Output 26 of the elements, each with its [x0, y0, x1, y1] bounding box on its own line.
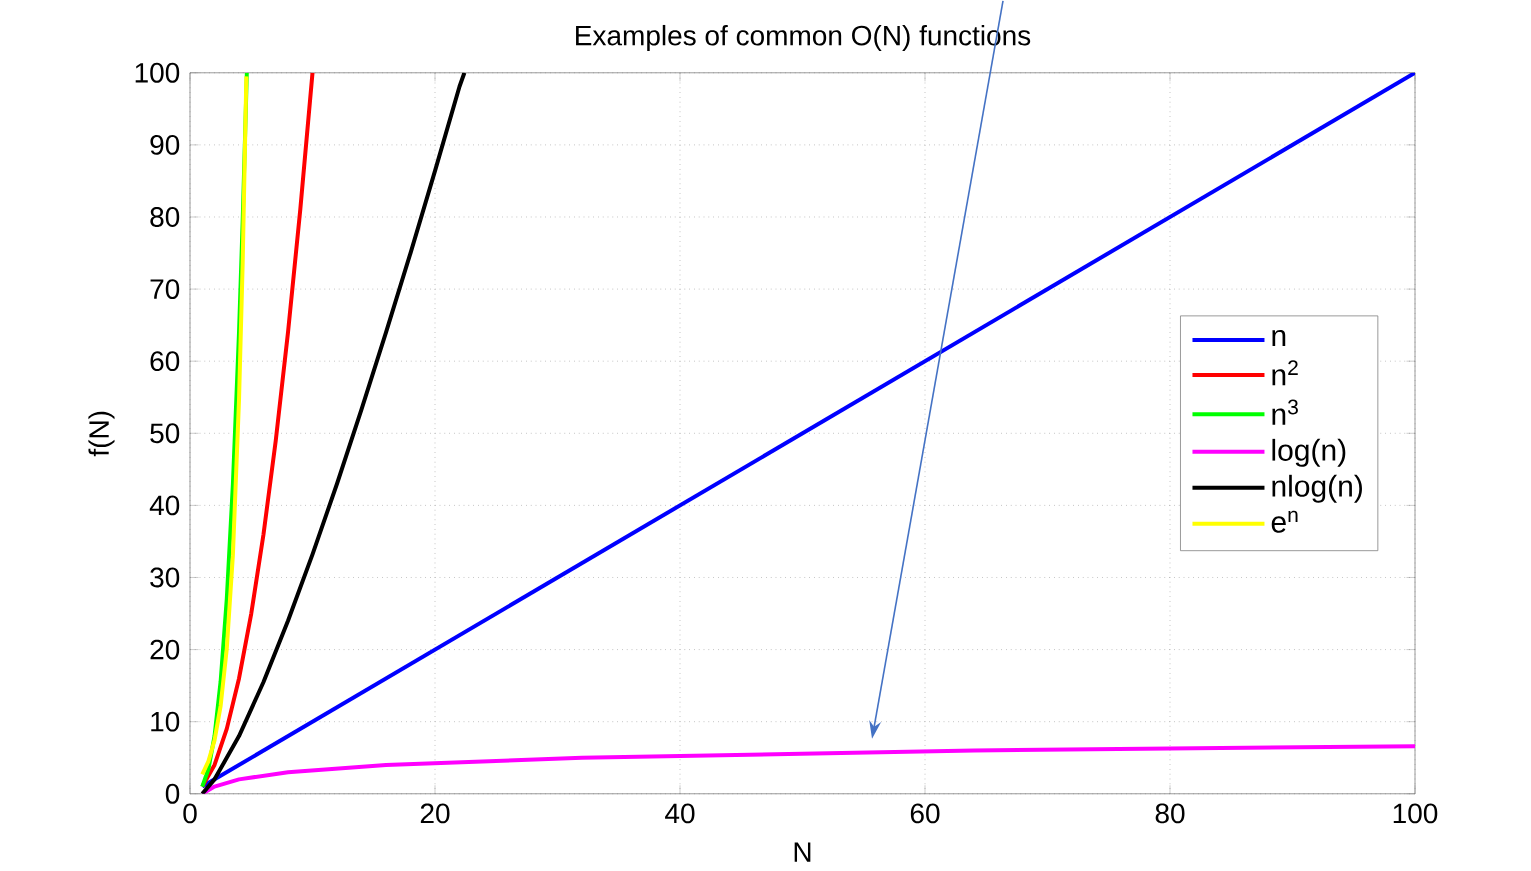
y-tick-label: 60 — [150, 351, 180, 372]
legend-label: n$^{3}$ — [1272, 399, 1298, 425]
y-tick-label: 50 — [150, 423, 180, 444]
y-tick-label: 100 — [135, 62, 180, 83]
x-tick-label: 100 — [1393, 803, 1438, 824]
x-tick-label: 0 — [183, 803, 197, 824]
y-tick-label: 40 — [149, 495, 180, 516]
y-axis-title: f(N) — [88, 411, 115, 457]
legend-label: e$^{n}$ — [1271, 510, 1298, 533]
y-tick-label: 80 — [150, 207, 180, 227]
x-tick-label: 40 — [665, 803, 695, 824]
legend-label: log(n) — [1272, 438, 1346, 467]
y-tick-label: 70 — [150, 279, 180, 300]
x-tick-label: 80 — [1155, 803, 1185, 824]
y-tick-label: 10 — [151, 711, 180, 732]
x-tick-label: 60 — [910, 803, 940, 824]
y-tick-label: 20 — [150, 639, 180, 660]
legend-label: n — [1272, 329, 1286, 347]
x-axis-title: N — [794, 842, 811, 862]
x-tick-label: 20 — [420, 803, 450, 824]
legend-label: n$^{2}$ — [1272, 360, 1298, 386]
legend-label: nlog(n) — [1272, 474, 1362, 503]
y-tick-label: 90 — [150, 134, 180, 155]
y-tick-label: 0 — [165, 783, 180, 804]
line-series — [200, 72, 467, 794]
y-tick-label: 30 — [150, 567, 180, 588]
